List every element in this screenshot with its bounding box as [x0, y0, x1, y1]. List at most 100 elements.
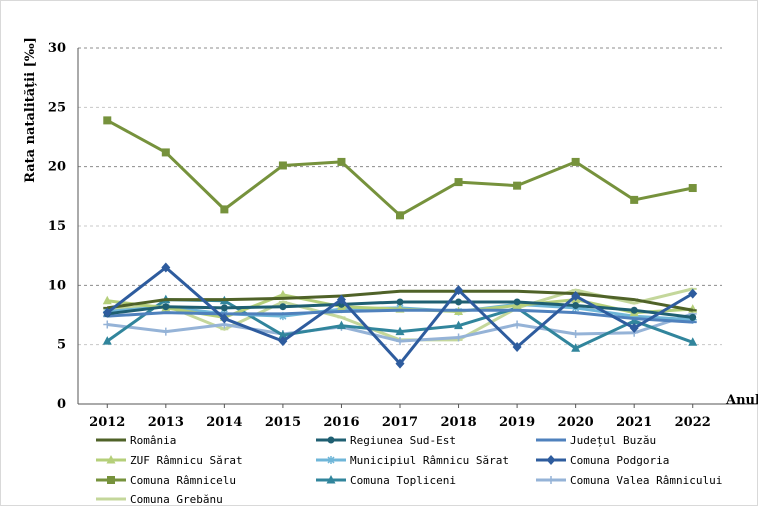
- data-point: [326, 475, 336, 484]
- data-point: [336, 320, 346, 330]
- data-point: [454, 178, 463, 187]
- data-point: [571, 291, 581, 302]
- x-tick-label: 2019: [499, 415, 535, 430]
- legend-item: ZUF Râmnicu Sărat: [96, 454, 243, 467]
- data-point: [513, 181, 522, 190]
- x-axis-label: Anul: [725, 393, 758, 408]
- data-point: [161, 327, 170, 336]
- data-point: [395, 358, 405, 369]
- data-point: [396, 298, 404, 306]
- data-point: [630, 306, 638, 314]
- legend-label: Municipiul Râmnicu Sărat: [350, 454, 509, 467]
- x-tick-label: 2018: [440, 415, 476, 430]
- x-tick-label: 2014: [206, 415, 242, 430]
- data-point: [630, 195, 639, 204]
- x-tick-label: 2012: [89, 415, 125, 430]
- data-point: [278, 336, 288, 347]
- data-point: [688, 288, 698, 299]
- data-point: [454, 285, 464, 296]
- y-tick-label: 15: [48, 219, 66, 234]
- legend-item: România: [96, 434, 176, 447]
- legend-label: Județul Buzău: [570, 434, 656, 447]
- legend-label: ZUF Râmnicu Sărat: [130, 454, 243, 467]
- y-tick-label: 10: [48, 278, 66, 293]
- data-point: [629, 323, 639, 334]
- data-point: [161, 262, 171, 273]
- data-point: [571, 157, 580, 166]
- data-point: [279, 303, 287, 311]
- data-point: [102, 307, 112, 318]
- data-point: [219, 313, 229, 324]
- legend-label: Comuna Valea Râmnicului: [570, 474, 722, 487]
- data-point: [106, 455, 116, 464]
- data-point: [688, 337, 698, 346]
- data-point: [395, 326, 405, 336]
- data-point: [220, 205, 229, 214]
- data-point: [396, 211, 404, 220]
- data-point: [454, 333, 463, 342]
- x-tick-label: 2017: [382, 415, 418, 430]
- data-point: [630, 312, 639, 321]
- data-point: [102, 336, 112, 345]
- legend-item: Comuna Râmnicelu: [96, 474, 236, 487]
- y-axis-label: Rata natalității [‰]: [23, 37, 38, 183]
- data-point: [689, 313, 697, 321]
- data-point: [278, 330, 288, 339]
- series-5: [102, 262, 698, 369]
- legend-label: Comuna Grebănu: [130, 493, 223, 506]
- y-tick-label: 20: [48, 160, 66, 175]
- data-point: [107, 476, 115, 484]
- legend: România Regiunea Sud-Est Județul Buzău ZUF …: [96, 434, 722, 506]
- data-point: [454, 320, 464, 330]
- x-tick-label: 2016: [323, 415, 359, 430]
- axes: 0 5 10 15 20 25 30 2012 2013 2014 2015 2016 2017 2018…: [48, 41, 758, 430]
- gridlines: [78, 47, 722, 346]
- data-point: [102, 295, 112, 305]
- data-point: [512, 342, 522, 353]
- data-point: [103, 116, 112, 125]
- data-point: [336, 294, 346, 305]
- series-lines: [102, 116, 698, 369]
- legend-label: Comuna Râmnicelu: [130, 474, 236, 487]
- legend-label: Regiunea Sud-Est: [350, 434, 456, 447]
- series-6: [103, 116, 697, 220]
- legend-item: Comuna Topliceni: [316, 474, 456, 487]
- data-point: [161, 148, 170, 157]
- x-tick-label: 2015: [265, 415, 301, 430]
- data-point: [396, 337, 404, 346]
- data-point: [571, 329, 580, 338]
- data-point: [220, 304, 228, 312]
- x-tick-label: 2020: [558, 415, 594, 430]
- data-point: [547, 476, 555, 484]
- data-point: [513, 298, 521, 306]
- y-tick-label: 25: [48, 100, 66, 115]
- data-point: [103, 320, 112, 329]
- data-point: [546, 455, 556, 465]
- data-point: [278, 161, 287, 170]
- legend-label: Comuna Topliceni: [350, 474, 456, 487]
- legend-item: Comuna Grebănu: [96, 493, 223, 506]
- legend-label: Comuna Podgoria: [570, 454, 669, 467]
- legend-item: Județul Buzău: [536, 434, 656, 447]
- legend-item: Comuna Valea Râmnicului: [536, 474, 722, 487]
- y-tick-label: 0: [57, 397, 66, 412]
- x-tick-label: 2022: [675, 415, 711, 430]
- data-point: [327, 436, 335, 444]
- legend-item: Municipiul Râmnicu Sărat: [316, 454, 509, 467]
- legend-label: România: [130, 434, 176, 447]
- data-point: [455, 298, 463, 306]
- data-point: [278, 289, 288, 299]
- data-point: [162, 303, 170, 311]
- y-tick-label: 30: [48, 41, 66, 56]
- data-point: [337, 157, 346, 166]
- data-point: [278, 312, 287, 321]
- series-2: [103, 308, 697, 324]
- x-tick-label: 2013: [148, 415, 184, 430]
- data-point: [572, 302, 580, 310]
- y-tick-label: 5: [57, 338, 66, 353]
- data-point: [513, 320, 522, 329]
- x-tick-label: 2021: [616, 415, 652, 430]
- data-point: [327, 456, 335, 464]
